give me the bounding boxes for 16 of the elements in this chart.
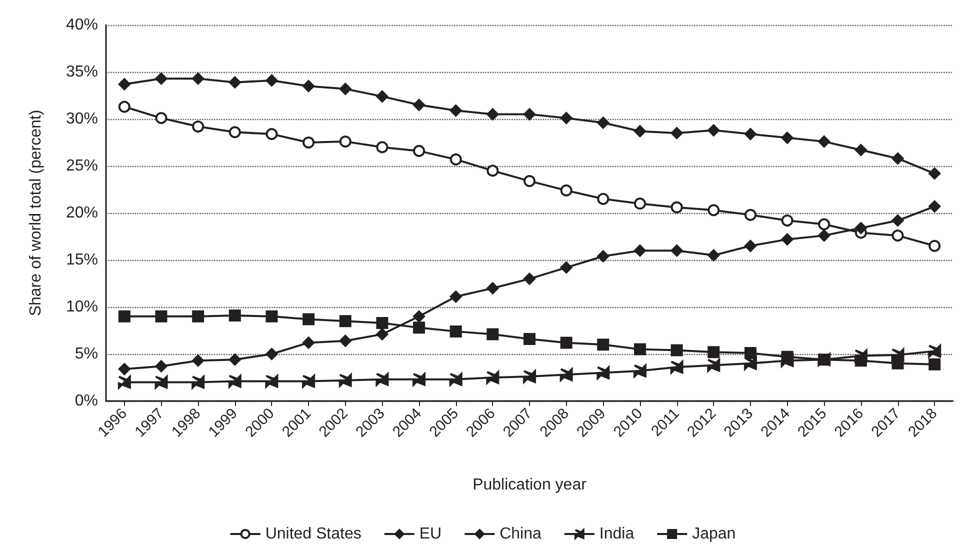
- legend-label: India: [599, 526, 634, 542]
- y-axis-title: Share of world total (percent): [28, 110, 44, 316]
- y-tick-label: 10%: [66, 298, 98, 316]
- legend-label: China: [500, 526, 542, 542]
- y-tick-label: 40%: [66, 16, 98, 34]
- y-tick-label: 30%: [66, 110, 98, 128]
- legend-label: United States: [265, 526, 362, 542]
- y-tick-label: 20%: [66, 204, 98, 222]
- y-tick-label: 0%: [74, 392, 98, 410]
- x-axis-title: Publication year: [472, 476, 588, 494]
- y-tick-label: 5%: [74, 346, 98, 362]
- y-tick-label: 25%: [66, 158, 98, 174]
- legend-label: Japan: [692, 526, 736, 542]
- legend-label: EU: [419, 526, 442, 542]
- y-tick-label: 35%: [66, 64, 98, 80]
- y-tick-label: 15%: [66, 252, 98, 268]
